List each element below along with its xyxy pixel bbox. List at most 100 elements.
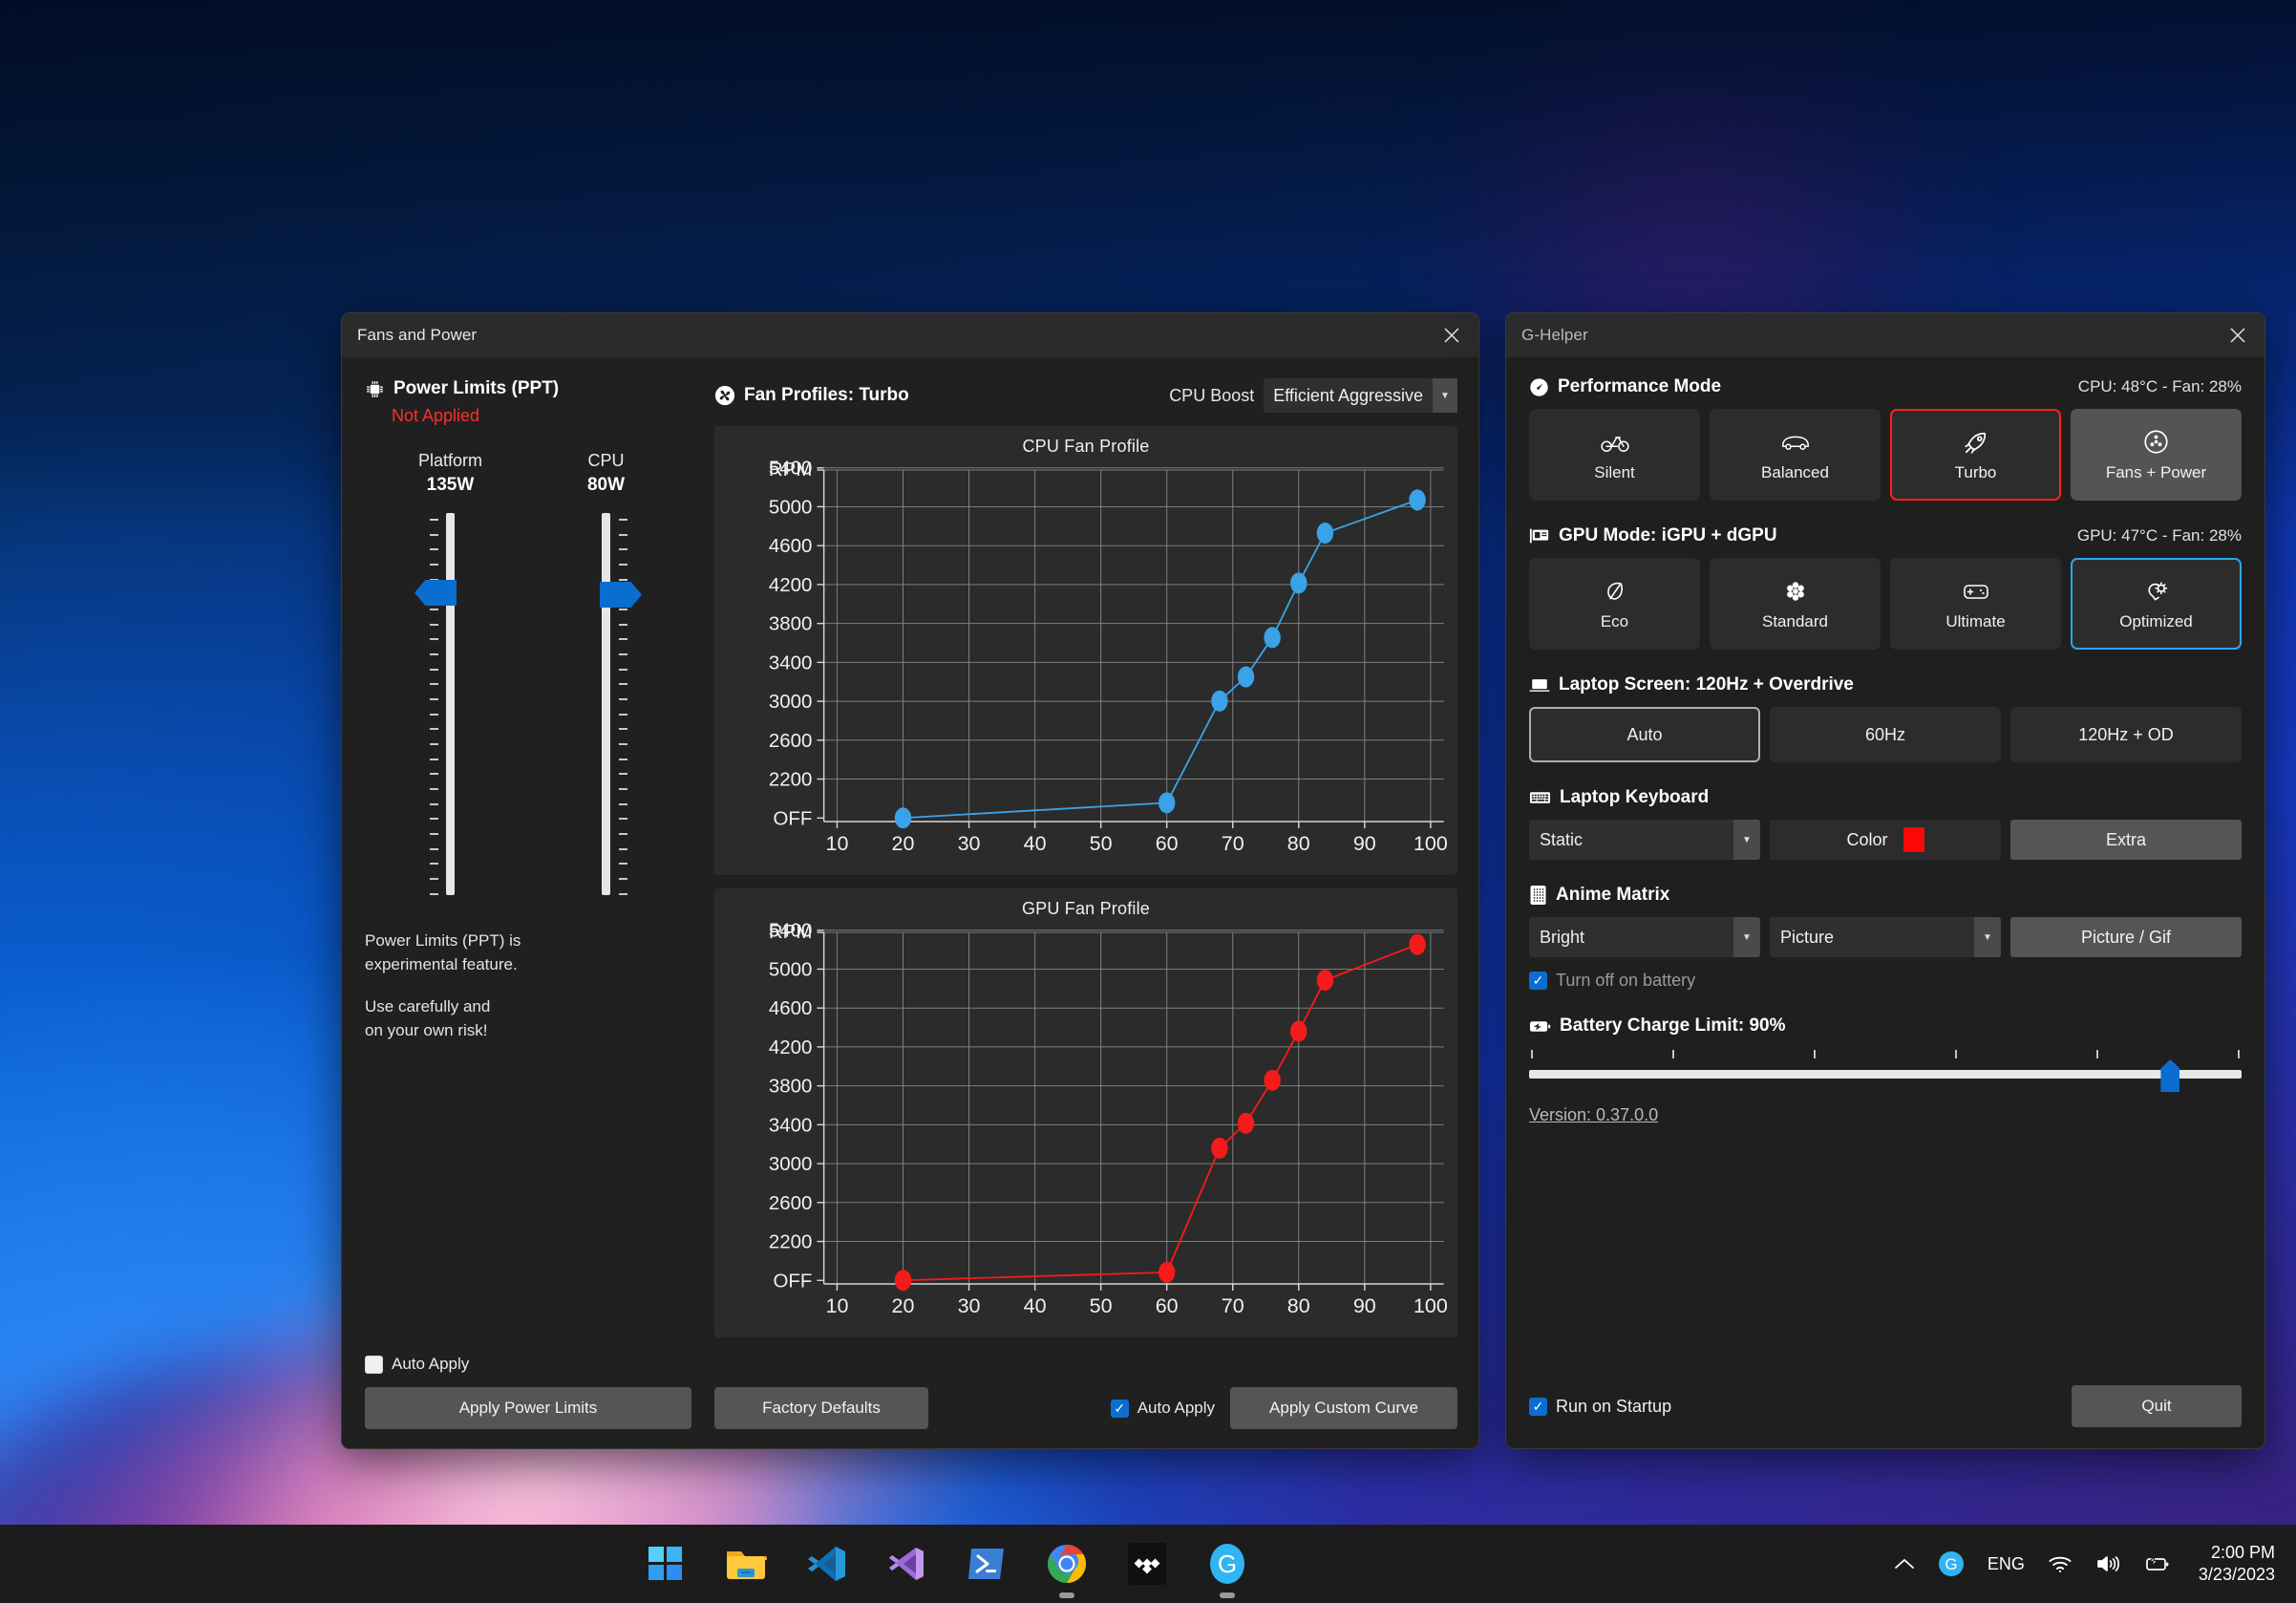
- factory-defaults-button[interactable]: Factory Defaults: [714, 1387, 928, 1429]
- anime-picture-gif-button[interactable]: Picture / Gif: [2010, 917, 2242, 957]
- start-button[interactable]: [641, 1539, 691, 1589]
- fans-window-titlebar[interactable]: Fans and Power: [342, 313, 1478, 357]
- close-icon[interactable]: [1425, 313, 1478, 357]
- cpu-fan-profile-chart[interactable]: CPU Fan Profile RPM OFF 2200 2600 3000 3400 38…: [714, 426, 1457, 875]
- turn-off-on-battery-checkbox[interactable]: ✓: [1529, 972, 1547, 990]
- gpu-button-ultimate[interactable]: Ultimate: [1890, 558, 2061, 650]
- gpu-button-standard[interactable]: Standard: [1710, 558, 1881, 650]
- battery-limit-label: Battery Charge Limit: 90%: [1560, 1015, 1786, 1036]
- mode-label-balanced: Balanced: [1761, 462, 1829, 481]
- run-on-startup-row[interactable]: ✓ Run on Startup: [1529, 1397, 1671, 1417]
- anime-brightness-dropdown[interactable]: Bright ▼: [1529, 917, 1760, 957]
- screen-button-60hz[interactable]: 60Hz: [1770, 707, 2001, 762]
- battery-slider-thumb[interactable]: [2160, 1059, 2180, 1092]
- gpu-mode-buttons: Eco Standard: [1529, 558, 2242, 650]
- anime-brightness-value: Bright: [1540, 927, 1585, 947]
- rocket-icon: [1963, 428, 1989, 457]
- ppt-auto-apply-row[interactable]: Auto Apply: [365, 1355, 691, 1374]
- mode-button-fans-power[interactable]: Fans + Power: [2071, 409, 2242, 501]
- mode-button-silent[interactable]: Silent: [1529, 409, 1700, 501]
- speaker-icon[interactable]: [2095, 1553, 2120, 1574]
- ppt-auto-apply-checkbox[interactable]: [365, 1355, 383, 1374]
- gpu-fan-profile-chart[interactable]: GPU Fan Profile RPM OFF 2200 2600 3000 3400 38…: [714, 888, 1457, 1337]
- language-indicator[interactable]: ENG: [1987, 1553, 2025, 1573]
- battery-limit-slider[interactable]: [1529, 1050, 2242, 1092]
- chrome-icon[interactable]: [1042, 1539, 1092, 1598]
- file-explorer-icon[interactable]: [721, 1539, 771, 1589]
- anime-matrix-header: Anime Matrix: [1529, 885, 2242, 906]
- running-indicator: [1220, 1592, 1236, 1598]
- run-on-startup-checkbox[interactable]: ✓: [1529, 1397, 1547, 1416]
- battery-slider-track[interactable]: [1529, 1070, 2242, 1079]
- curve-auto-apply-row[interactable]: ✓ Auto Apply: [1110, 1399, 1215, 1418]
- taskbar-clock[interactable]: 2:00 PM 3/23/2023: [2193, 1542, 2275, 1587]
- ppt-slider-labels: Platform 135W CPU 80W: [365, 451, 691, 496]
- cpu-chart-canvas[interactable]: RPM OFF 2200 2600 3000 3400 3800 4200 4600 5000 54…: [714, 453, 1457, 871]
- clock-date: 3/23/2023: [2198, 1565, 2275, 1584]
- svg-text:10: 10: [826, 832, 849, 855]
- mode-label-silent: Silent: [1594, 462, 1635, 481]
- svg-text:30: 30: [958, 1294, 981, 1317]
- anime-content-dropdown[interactable]: Picture ▼: [1770, 917, 2001, 957]
- platform-power-slider[interactable]: [372, 513, 528, 895]
- screen-button-120hz-od[interactable]: 120Hz + OD: [2010, 707, 2242, 762]
- cpu-power-slider[interactable]: [528, 513, 684, 895]
- svg-text:70: 70: [1222, 832, 1244, 855]
- turn-off-on-battery-row[interactable]: ✓ Turn off on battery: [1529, 971, 2242, 991]
- keyboard-color-button[interactable]: Color: [1770, 820, 2001, 860]
- close-icon[interactable]: [2211, 313, 2264, 357]
- svg-text:50: 50: [1090, 832, 1113, 855]
- power-limits-label: Power Limits (PPT): [393, 378, 560, 398]
- tidal-icon[interactable]: [1122, 1539, 1172, 1589]
- chevron-down-icon[interactable]: ▼: [1733, 820, 1760, 860]
- svg-text:OFF: OFF: [773, 808, 812, 829]
- screen-button-auto[interactable]: Auto: [1529, 707, 1760, 762]
- battery-limit-heading: Battery Charge Limit: 90%: [1529, 1015, 1786, 1037]
- visual-studio-icon[interactable]: [882, 1539, 931, 1589]
- chevron-down-icon[interactable]: ▼: [1433, 378, 1457, 413]
- svg-text:3800: 3800: [769, 614, 813, 635]
- fan-profiles-heading: Fan Profiles: Turbo: [714, 385, 909, 406]
- svg-text:4600: 4600: [769, 536, 813, 557]
- version-link[interactable]: Version: 0.37.0.0: [1529, 1105, 1659, 1124]
- cpu-slider-thumb[interactable]: [600, 582, 642, 608]
- chevron-down-icon[interactable]: ▼: [1733, 917, 1760, 957]
- g-helper-icon[interactable]: G: [1202, 1539, 1252, 1598]
- apply-power-limits-button[interactable]: Apply Power Limits: [365, 1387, 691, 1429]
- keyboard-extra-button[interactable]: Extra: [2010, 820, 2242, 860]
- vs-code-icon[interactable]: [801, 1539, 851, 1589]
- gpu-chart-title: GPU Fan Profile: [1021, 899, 1151, 918]
- g-helper-window[interactable]: G-Helper Performance Mode CPU: 48°C - Fa…: [1505, 312, 2265, 1449]
- mode-button-turbo[interactable]: Turbo: [1890, 409, 2061, 501]
- fans-and-power-window[interactable]: Fans and Power: [341, 312, 1479, 1449]
- clock-time: 2:00 PM: [2210, 1542, 2275, 1562]
- ghelper-titlebar[interactable]: G-Helper: [1506, 313, 2264, 357]
- windows-taskbar[interactable]: G G ENG: [0, 1525, 2296, 1603]
- chevron-up-icon[interactable]: [1894, 1557, 1915, 1571]
- chevron-down-icon[interactable]: ▼: [1974, 917, 2001, 957]
- gpu-button-optimized[interactable]: Optimized: [2071, 558, 2242, 650]
- platform-slider-thumb[interactable]: [415, 580, 457, 606]
- g-helper-tray-icon[interactable]: G: [1938, 1550, 1965, 1577]
- wifi-icon[interactable]: [2048, 1554, 2073, 1573]
- svg-text:3000: 3000: [769, 692, 813, 713]
- platform-slider-track[interactable]: [415, 513, 457, 895]
- cpu-slider-track[interactable]: [600, 513, 642, 895]
- keyboard-mode-dropdown[interactable]: Static ▼: [1529, 820, 1760, 860]
- keyboard-color-swatch[interactable]: [1903, 827, 1924, 852]
- battery-charging-icon[interactable]: [2143, 1554, 2170, 1573]
- quit-button[interactable]: Quit: [2072, 1385, 2242, 1427]
- svg-text:3400: 3400: [769, 653, 813, 674]
- battery-slider-ticks: [1531, 1050, 2240, 1058]
- powershell-icon[interactable]: [962, 1539, 1011, 1589]
- gpu-button-eco[interactable]: Eco: [1529, 558, 1700, 650]
- performance-mode-label: Performance Mode: [1558, 376, 1722, 396]
- apply-custom-curve-button[interactable]: Apply Custom Curve: [1230, 1387, 1457, 1429]
- svg-text:5400: 5400: [769, 459, 813, 480]
- gpu-chart-canvas[interactable]: RPM OFF 2200 2600 3000 3400 3800 4200 4600 5000 54…: [714, 915, 1457, 1334]
- svg-text:20: 20: [892, 1294, 915, 1317]
- mode-button-balanced[interactable]: Balanced: [1710, 409, 1881, 501]
- curve-auto-apply-checkbox[interactable]: ✓: [1110, 1399, 1129, 1418]
- cpu-boost-dropdown[interactable]: Efficient Aggressive ▼: [1264, 378, 1457, 413]
- gpu-card-icon: [1529, 527, 1550, 545]
